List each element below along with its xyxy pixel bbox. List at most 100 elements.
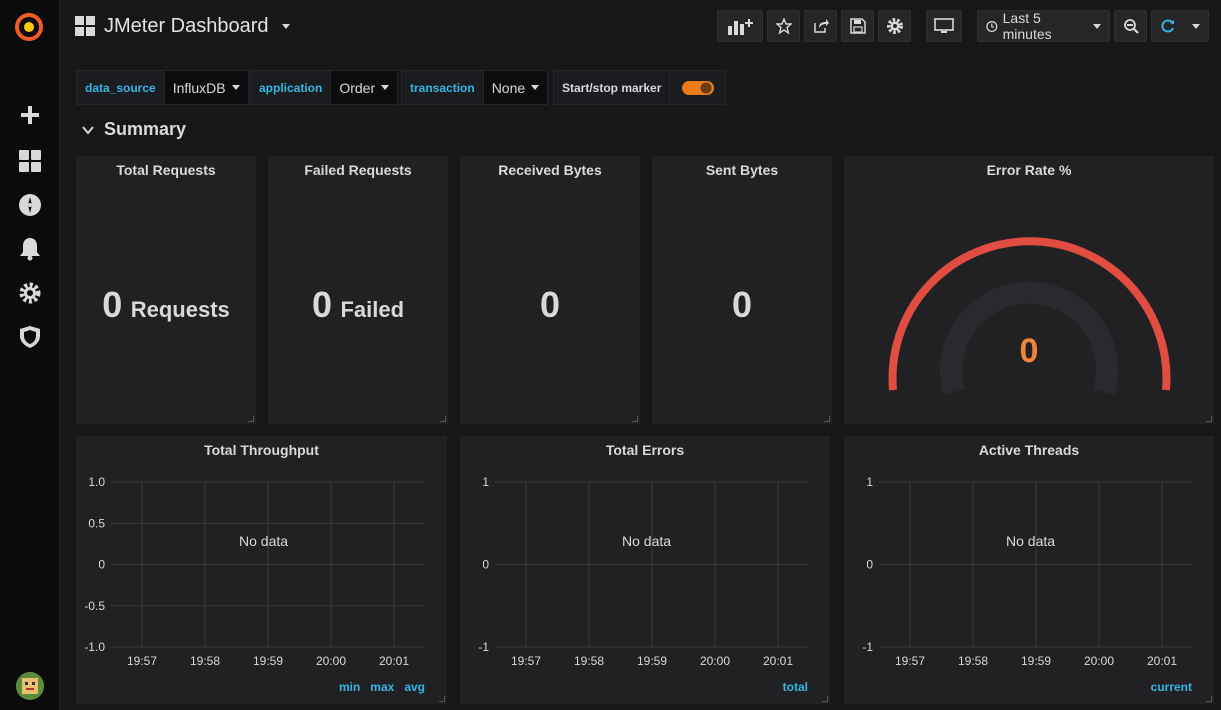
chevron-down-icon — [231, 85, 240, 90]
stat-number: 0 — [311, 284, 332, 325]
x-tick-label: 19:57 — [127, 654, 157, 668]
x-tick-label: 19:57 — [895, 654, 925, 668]
save-button[interactable] — [841, 10, 874, 42]
x-tick-label: 19:59 — [1021, 654, 1051, 668]
legend-item-avg[interactable]: avg — [404, 680, 425, 694]
x-tick-label: 20:00 — [1084, 654, 1114, 668]
variable-dropdown-application[interactable]: Order — [331, 70, 399, 105]
resize-handle[interactable] — [248, 416, 254, 422]
row-summary[interactable]: Summary — [82, 119, 186, 140]
time-range-picker[interactable]: Last 5 minutes — [977, 10, 1110, 42]
monitor-icon — [934, 18, 954, 33]
x-tick-label: 19:58 — [190, 654, 220, 668]
clock-icon — [986, 20, 998, 32]
resize-handle[interactable] — [824, 416, 830, 422]
alerting-bell-icon[interactable] — [15, 234, 45, 264]
server-admin-shield-icon[interactable] — [15, 322, 45, 352]
refresh-button[interactable] — [1151, 10, 1209, 42]
panel-error-rate[interactable]: Error Rate % 0 — [844, 156, 1214, 424]
y-tick-label: -0.5 — [84, 599, 105, 613]
x-tick-label: 19:59 — [253, 654, 283, 668]
resize-handle[interactable] — [1206, 416, 1212, 422]
legend-item-current[interactable]: current — [1150, 680, 1192, 694]
graph-plot: 1.0 0.5 0 -0.5 -1.0 19:57 19:58 19:59 20:00 20:01 — [84, 475, 424, 668]
resize-handle[interactable] — [439, 696, 445, 702]
panel-title[interactable]: Total Throughput — [204, 442, 319, 458]
y-tick-label: 0 — [98, 558, 105, 572]
variable-value: InfluxDB — [172, 79, 226, 96]
panel-sent-bytes[interactable]: Sent Bytes 0 — [652, 156, 832, 424]
panel-failed-requests[interactable]: Failed Requests 0 Failed — [268, 156, 448, 424]
panel-title[interactable]: Active Threads — [978, 442, 1080, 458]
panel-title[interactable]: Sent Bytes — [705, 162, 779, 178]
stat-number: 0 — [539, 284, 561, 325]
explore-compass-icon[interactable] — [15, 190, 45, 220]
chevron-down-icon — [1093, 23, 1101, 29]
gauge-chart — [888, 237, 1171, 396]
navbar: JMeter Dashboard Last 5 minutes — [60, 0, 1221, 56]
panel-total-requests[interactable]: Total Requests 0 Requests — [76, 156, 256, 424]
resize-handle[interactable] — [1206, 696, 1212, 702]
panel-title[interactable]: Total Requests — [116, 162, 216, 178]
x-tick-label: 19:57 — [511, 654, 541, 668]
variable-label: application — [250, 70, 332, 105]
stat-value: 0 — [460, 284, 640, 326]
panel-active-threads[interactable]: Active Threads 1 0 -1 19:57 19:58 19:59 20:00 2… — [844, 436, 1214, 704]
zoom-out-button[interactable] — [1114, 10, 1147, 42]
share-button[interactable] — [804, 10, 837, 42]
resize-handle[interactable] — [632, 416, 638, 422]
panel-title[interactable]: Error Rate % — [986, 162, 1072, 178]
resize-handle[interactable] — [440, 416, 446, 422]
settings-button[interactable] — [878, 10, 911, 42]
create-plus-icon[interactable] — [15, 100, 45, 130]
no-data-label: No data — [622, 533, 672, 549]
graph-legend: total — [783, 680, 808, 694]
y-tick-label: 0 — [866, 558, 873, 572]
chevron-down-icon[interactable] — [1192, 23, 1200, 29]
legend-item-max[interactable]: max — [370, 680, 395, 694]
panel-total-errors[interactable]: Total Errors 1 0 -1 19:57 19:58 19:59 20:00 20:… — [460, 436, 830, 704]
dashboard-title[interactable]: JMeter Dashboard — [104, 15, 291, 38]
star-icon — [775, 18, 792, 34]
user-avatar[interactable] — [16, 672, 44, 700]
dashboard-grid-icon — [75, 16, 95, 36]
x-tick-label: 19:58 — [574, 654, 604, 668]
stat-number: 0 — [731, 284, 753, 325]
x-tick-label: 20:00 — [700, 654, 730, 668]
panel-total-throughput[interactable]: Total Throughput 1.0 0.5 0 -0.5 -1.0 19:57 19:… — [76, 436, 447, 704]
tv-mode-button[interactable] — [926, 10, 962, 42]
chevron-down-icon — [282, 24, 291, 30]
variable-dropdown-data-source[interactable]: InfluxDB — [164, 70, 249, 105]
configuration-gear-icon[interactable] — [15, 278, 45, 308]
variable-dropdown-transaction[interactable]: None — [483, 70, 549, 105]
panel-title[interactable]: Failed Requests — [304, 162, 412, 178]
legend-item-min[interactable]: min — [338, 680, 361, 694]
y-tick-label: 1 — [482, 475, 489, 489]
marker-label: Start/stop marker — [553, 70, 671, 105]
marker-toggle-group: Start/stop marker — [553, 70, 727, 105]
chevron-down-icon — [531, 85, 540, 90]
time-range-label: Last 5 minutes — [1002, 10, 1052, 42]
resize-handle[interactable] — [822, 696, 828, 702]
chevron-down-icon — [82, 125, 94, 135]
variable-transaction: transaction None — [401, 70, 549, 105]
star-button[interactable] — [767, 10, 800, 42]
y-tick-label: 1.0 — [88, 475, 105, 489]
x-tick-label: 19:59 — [637, 654, 667, 668]
grafana-logo-icon[interactable] — [12, 10, 46, 44]
y-tick-label: -1 — [478, 640, 489, 654]
add-panel-button[interactable] — [717, 10, 763, 42]
toggle-switch-icon — [681, 80, 714, 95]
legend-item-total[interactable]: total — [782, 680, 808, 694]
dashboards-icon[interactable] — [15, 146, 45, 176]
x-tick-label: 20:01 — [379, 654, 409, 668]
x-tick-label: 20:01 — [1147, 654, 1177, 668]
panel-title[interactable]: Received Bytes — [498, 162, 602, 178]
variable-application: application Order — [250, 70, 399, 105]
panel-received-bytes[interactable]: Received Bytes 0 — [460, 156, 640, 424]
marker-toggle[interactable] — [670, 70, 727, 105]
y-tick-label: -1 — [862, 640, 873, 654]
zoom-out-icon — [1123, 19, 1139, 34]
panel-title[interactable]: Total Errors — [605, 442, 685, 458]
variable-label: data_source — [76, 70, 165, 105]
